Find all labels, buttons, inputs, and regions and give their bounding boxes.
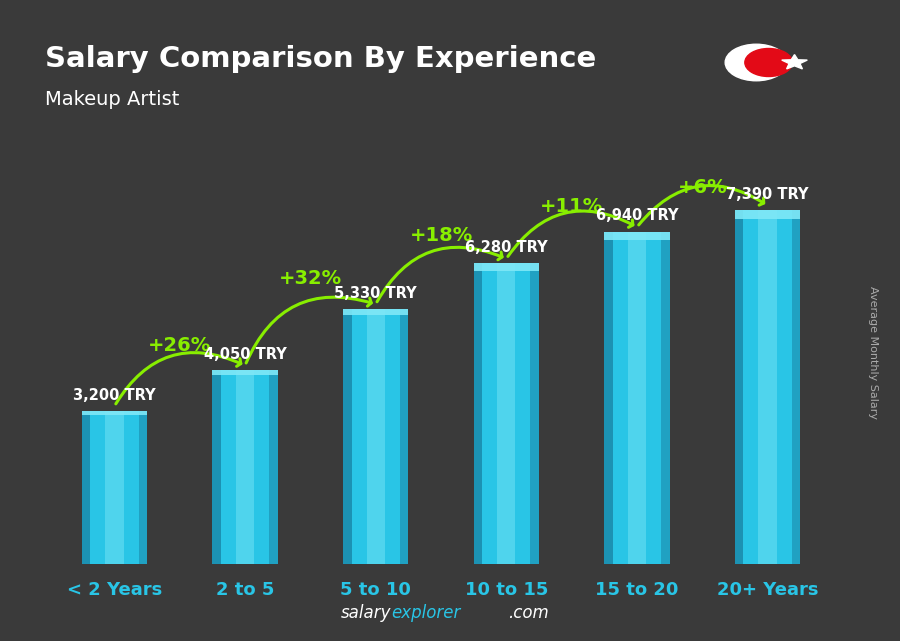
- Bar: [343, 309, 409, 564]
- Text: +18%: +18%: [410, 226, 472, 245]
- Text: 7,390 TRY: 7,390 TRY: [726, 187, 809, 202]
- Text: salary: salary: [341, 604, 392, 622]
- Text: Salary Comparison By Experience: Salary Comparison By Experience: [45, 45, 596, 73]
- Bar: [473, 263, 539, 271]
- Text: .com: .com: [508, 604, 549, 622]
- Bar: [212, 370, 220, 564]
- Text: 6,940 TRY: 6,940 TRY: [596, 208, 679, 224]
- Bar: [497, 263, 516, 564]
- Text: Makeup Artist: Makeup Artist: [45, 90, 179, 109]
- Text: +6%: +6%: [678, 178, 727, 197]
- Bar: [473, 263, 539, 564]
- Text: 5,330 TRY: 5,330 TRY: [335, 285, 417, 301]
- Bar: [139, 411, 147, 564]
- Text: Average Monthly Salary: Average Monthly Salary: [868, 286, 878, 419]
- Text: 3,200 TRY: 3,200 TRY: [73, 388, 156, 403]
- Bar: [792, 210, 800, 564]
- Bar: [473, 263, 482, 564]
- Bar: [735, 210, 800, 564]
- Bar: [212, 370, 278, 564]
- Bar: [662, 231, 670, 564]
- Text: +11%: +11%: [540, 197, 603, 216]
- Bar: [105, 411, 123, 564]
- Bar: [628, 231, 646, 564]
- Bar: [604, 231, 670, 240]
- Bar: [343, 309, 409, 315]
- Bar: [735, 210, 743, 564]
- Bar: [82, 411, 147, 564]
- Text: 6,280 TRY: 6,280 TRY: [465, 240, 547, 255]
- Text: explorer: explorer: [392, 604, 461, 622]
- Text: 4,050 TRY: 4,050 TRY: [203, 347, 286, 362]
- Bar: [604, 231, 613, 564]
- Bar: [236, 370, 254, 564]
- Bar: [604, 231, 670, 564]
- Bar: [759, 210, 777, 564]
- Bar: [82, 411, 90, 564]
- Text: +32%: +32%: [279, 269, 342, 288]
- Bar: [530, 263, 539, 564]
- Text: +26%: +26%: [148, 335, 211, 354]
- Bar: [82, 411, 147, 415]
- Bar: [269, 370, 278, 564]
- Bar: [212, 370, 278, 375]
- Polygon shape: [782, 54, 807, 69]
- Circle shape: [725, 44, 788, 81]
- Bar: [366, 309, 385, 564]
- Bar: [343, 309, 352, 564]
- Bar: [735, 210, 800, 219]
- Circle shape: [745, 49, 792, 76]
- Bar: [400, 309, 409, 564]
